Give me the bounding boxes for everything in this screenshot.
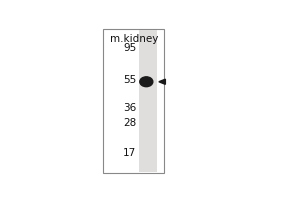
Text: 28: 28 bbox=[123, 118, 136, 128]
Text: 55: 55 bbox=[123, 75, 136, 85]
Text: 36: 36 bbox=[123, 103, 136, 113]
Polygon shape bbox=[159, 79, 165, 84]
Text: 17: 17 bbox=[123, 148, 136, 158]
Text: 95: 95 bbox=[123, 43, 136, 53]
Text: m.kidney: m.kidney bbox=[110, 34, 158, 44]
Ellipse shape bbox=[140, 77, 153, 87]
Bar bbox=[103, 29, 164, 173]
Bar bbox=[139, 30, 157, 172]
